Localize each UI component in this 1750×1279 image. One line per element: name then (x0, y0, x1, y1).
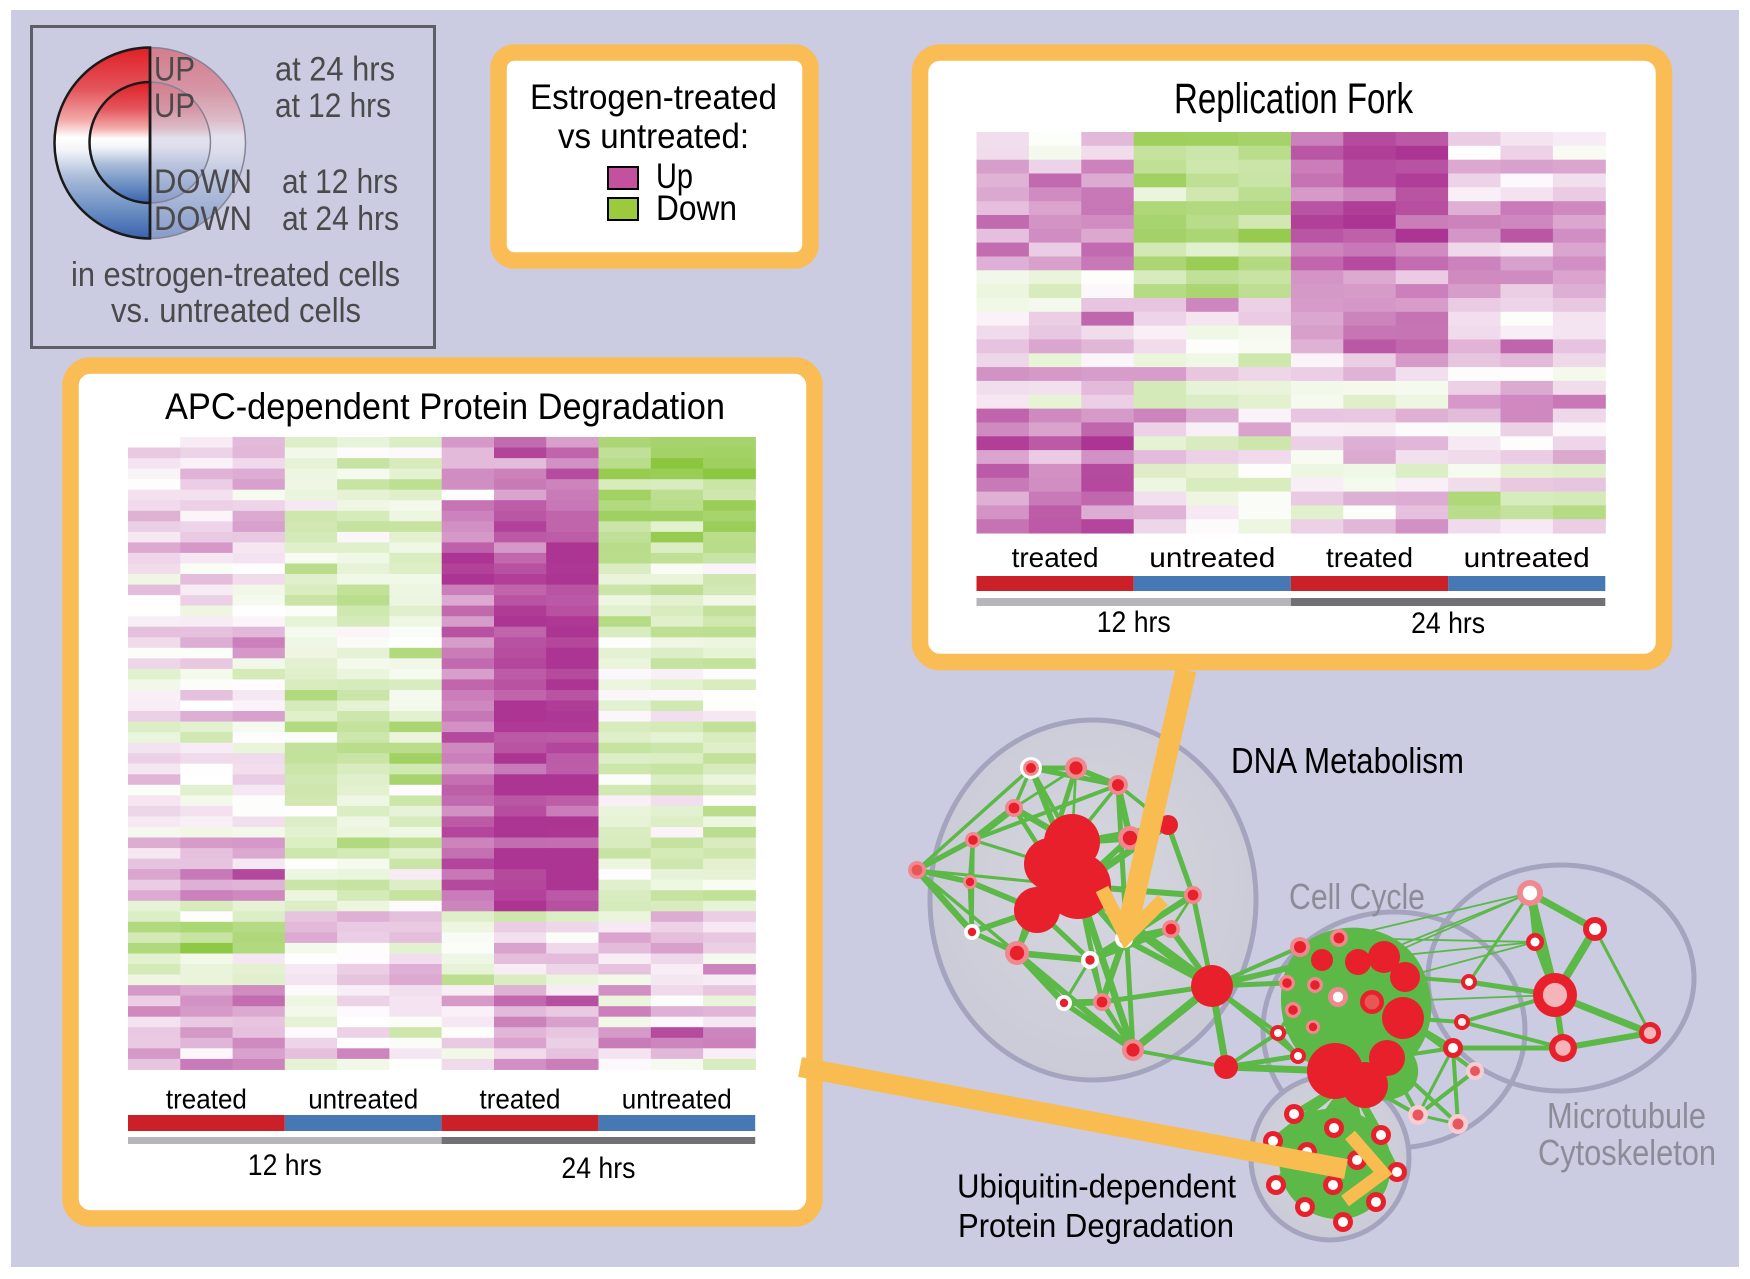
svg-text:treated: treated (166, 1084, 247, 1115)
svg-text:Estrogen-treated: Estrogen-treated (530, 78, 777, 117)
svg-text:24 hrs: 24 hrs (561, 1152, 635, 1185)
svg-text:UP: UP (154, 51, 195, 89)
svg-text:Down: Down (656, 189, 737, 228)
svg-text:DNA Metabolism: DNA Metabolism (1231, 740, 1464, 781)
svg-text:Cytoskeleton: Cytoskeleton (1538, 1132, 1716, 1173)
svg-text:Microtubule: Microtubule (1547, 1095, 1706, 1136)
svg-text:treated: treated (1012, 542, 1099, 573)
svg-text:vs. untreated cells: vs. untreated cells (111, 292, 361, 330)
svg-text:untreated: untreated (1149, 542, 1275, 573)
svg-text:treated: treated (480, 1084, 561, 1115)
svg-text:12 hrs: 12 hrs (1097, 606, 1171, 639)
svg-text:at 12 hrs: at 12 hrs (275, 87, 391, 125)
svg-text:untreated: untreated (1464, 542, 1590, 573)
svg-text:untreated: untreated (622, 1084, 732, 1115)
svg-text:at 24 hrs: at 24 hrs (282, 200, 399, 238)
svg-text:untreated: untreated (308, 1084, 418, 1115)
svg-text:12 hrs: 12 hrs (248, 1149, 322, 1182)
svg-text:APC-dependent Protein Degradat: APC-dependent Protein Degradation (165, 386, 725, 427)
svg-text:DOWN: DOWN (154, 200, 252, 238)
svg-text:at 24 hrs: at 24 hrs (275, 51, 395, 89)
svg-text:Replication Fork: Replication Fork (1174, 75, 1413, 123)
svg-text:at 12 hrs: at 12 hrs (282, 163, 398, 201)
svg-text:Ubiquitin-dependent: Ubiquitin-dependent (957, 1168, 1236, 1205)
svg-text:UP: UP (154, 87, 195, 125)
svg-text:treated: treated (1326, 542, 1413, 573)
svg-text:vs untreated:: vs untreated: (558, 117, 749, 156)
svg-text:in estrogen-treated cells: in estrogen-treated cells (71, 256, 400, 294)
svg-text:Up: Up (656, 157, 693, 196)
svg-text:24 hrs: 24 hrs (1411, 607, 1485, 640)
svg-text:Protein Degradation: Protein Degradation (958, 1207, 1234, 1244)
svg-text:DOWN: DOWN (154, 163, 252, 201)
svg-text:Cell Cycle: Cell Cycle (1289, 876, 1425, 917)
